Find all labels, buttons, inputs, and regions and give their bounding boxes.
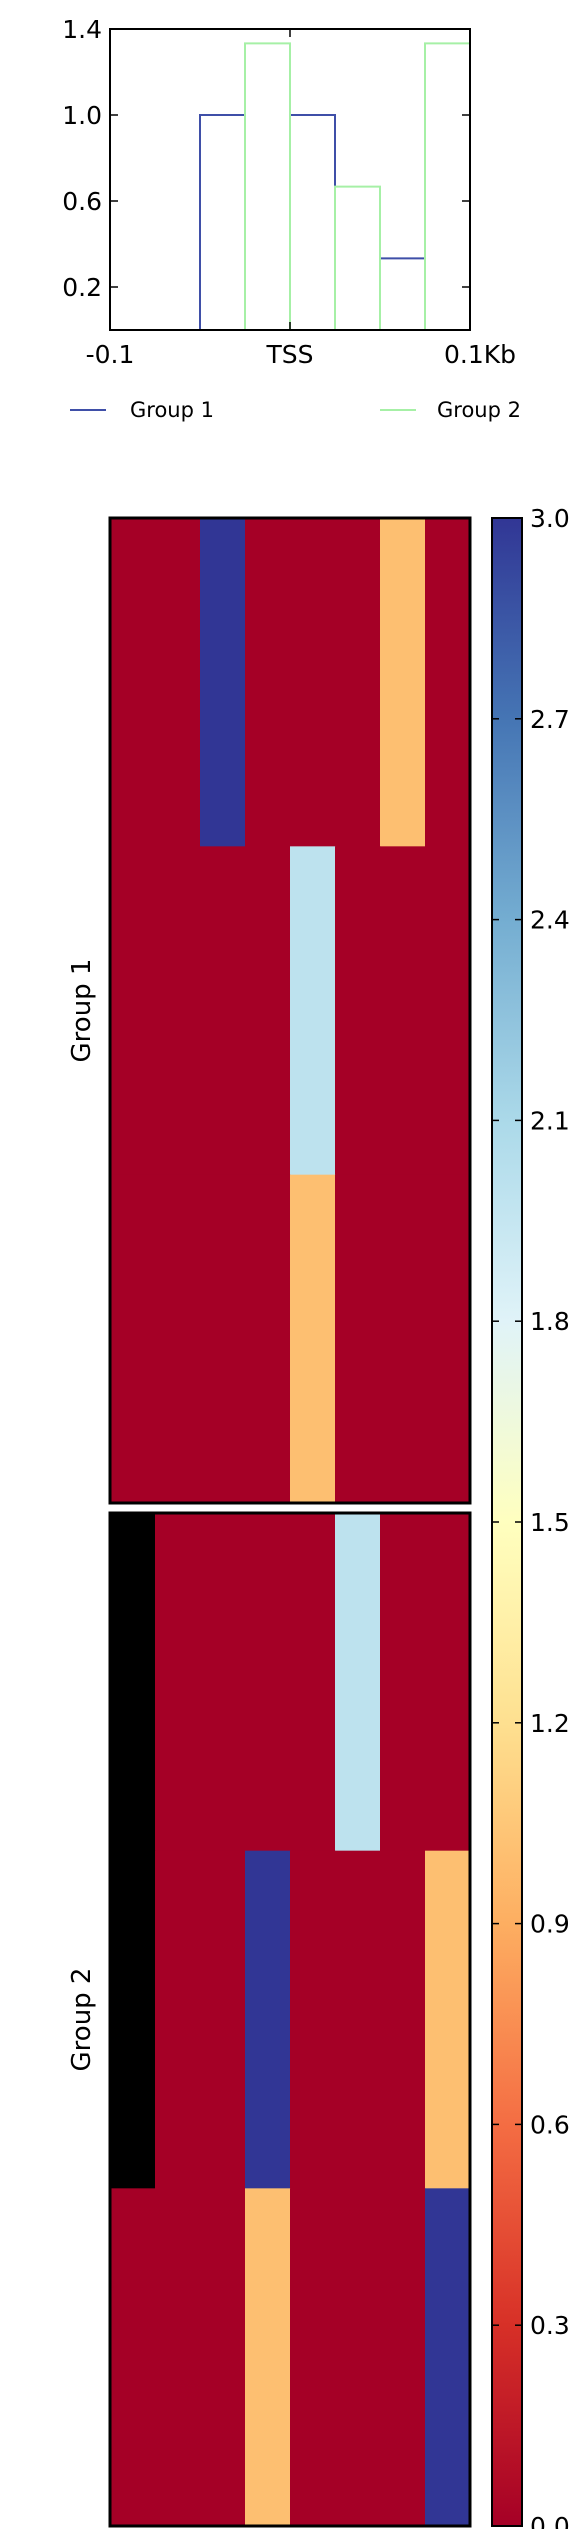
heatmap-cell bbox=[425, 518, 471, 847]
heatmap-cell bbox=[380, 1513, 426, 1852]
colorbar-tick-label: 3.0 bbox=[530, 504, 570, 533]
colorbar-tick-label: 2.1 bbox=[530, 1106, 570, 1135]
heatmap-cell bbox=[425, 2188, 471, 2527]
heatmap-cell bbox=[110, 846, 156, 1176]
heatmap-cell bbox=[290, 1850, 336, 2189]
heatmap-cell bbox=[290, 846, 336, 1176]
colorbar-tick-label: 0.3 bbox=[530, 2311, 570, 2340]
profile-plot: 0.2 0.6 1.0 1.4 -0.1 TSS 0.1Kb bbox=[62, 15, 516, 369]
colorbar-tick-label: 0.0 bbox=[530, 2512, 570, 2529]
x-tick-label: -0.1 bbox=[86, 340, 135, 369]
colorbar-tick-label: 2.4 bbox=[530, 906, 570, 935]
heatmap-cell bbox=[200, 518, 246, 847]
heatmap: Group 1 Group 2 bbox=[67, 516, 472, 2528]
heatmap-cell bbox=[110, 2188, 156, 2527]
heatmap-cell bbox=[110, 1850, 156, 2189]
colorbar-tick-label: 0.6 bbox=[530, 2110, 570, 2139]
heatmap-cell bbox=[335, 518, 381, 847]
heatmap-cell bbox=[155, 1513, 201, 1852]
x-tick-label: 0.1Kb bbox=[444, 340, 516, 369]
heatmap-cell bbox=[290, 1513, 336, 1852]
heatmap-cell bbox=[425, 1850, 471, 2189]
heatmap-cell bbox=[110, 1513, 156, 1852]
heatmap-cell bbox=[335, 1850, 381, 2189]
heatmap-cell bbox=[425, 846, 471, 1176]
heatmap-cell bbox=[245, 846, 291, 1176]
heatmap-panel-2: Group 2 bbox=[67, 1511, 472, 2528]
heatmap-cell bbox=[290, 518, 336, 847]
legend: Group 1 Group 2 bbox=[70, 398, 521, 422]
heatmap-cell bbox=[245, 1174, 291, 1504]
heatmap-cell bbox=[380, 1850, 426, 2189]
heatmap-cell bbox=[155, 1850, 201, 2189]
y-tick-label: 1.0 bbox=[62, 101, 102, 130]
y-tick-label: 0.6 bbox=[62, 187, 102, 216]
legend-label-2: Group 2 bbox=[437, 398, 521, 422]
heatmap-cell bbox=[200, 1174, 246, 1504]
heatmap-cell bbox=[200, 1513, 246, 1852]
y-tick-label: 1.4 bbox=[62, 15, 102, 44]
heatmap-cell bbox=[335, 1513, 381, 1852]
heatmap-panel-1: Group 1 bbox=[67, 516, 472, 1505]
heatmap-cell bbox=[425, 1174, 471, 1504]
heatmap-cell bbox=[155, 2188, 201, 2527]
heatmap-cell bbox=[155, 518, 201, 847]
colorbar-tick-label: 1.8 bbox=[530, 1307, 570, 1336]
group-label: Group 2 bbox=[67, 1968, 97, 2072]
heatmap-cell bbox=[245, 518, 291, 847]
heatmap-cell bbox=[380, 1174, 426, 1504]
heatmap-cell bbox=[380, 846, 426, 1176]
heatmap-cell bbox=[335, 846, 381, 1176]
heatmap-cell bbox=[155, 1174, 201, 1504]
heatmap-cell bbox=[335, 1174, 381, 1504]
colorbar-tick-label: 1.5 bbox=[530, 1508, 570, 1537]
x-tick-label: TSS bbox=[265, 340, 313, 369]
heatmap-cell bbox=[245, 2188, 291, 2527]
heatmap-cell bbox=[380, 518, 426, 847]
heatmap-cell bbox=[110, 518, 156, 847]
heatmap-cell bbox=[200, 846, 246, 1176]
colorbar-tick-label: 0.9 bbox=[530, 1910, 570, 1939]
heatmap-cell bbox=[245, 1513, 291, 1852]
heatmap-frame bbox=[108, 516, 472, 1505]
colorbar-tick-label: 2.7 bbox=[530, 705, 570, 734]
heatmap-cell bbox=[200, 2188, 246, 2527]
legend-label-1: Group 1 bbox=[130, 398, 214, 422]
heatmap-cell bbox=[425, 1513, 471, 1852]
heatmap-cell bbox=[110, 1174, 156, 1504]
heatmap-cell bbox=[290, 2188, 336, 2527]
heatmap-cell bbox=[290, 1174, 336, 1504]
heatmap-cell bbox=[155, 846, 201, 1176]
colorbar-tick-label: 1.2 bbox=[530, 1709, 570, 1738]
heatmap-cell bbox=[245, 1850, 291, 2189]
group-label: Group 1 bbox=[67, 959, 97, 1063]
heatmap-cell bbox=[380, 2188, 426, 2527]
y-tick-label: 0.2 bbox=[62, 273, 102, 302]
heatmap-cell bbox=[200, 1850, 246, 2189]
colorbar: 0.0 0.3 0.6 0.9 1.2 1.5 1.8 2.1 2.4 2.7 3.0 bbox=[491, 504, 570, 2529]
heatmap-cell bbox=[335, 2188, 381, 2527]
heatmap-frame bbox=[108, 1511, 472, 2528]
